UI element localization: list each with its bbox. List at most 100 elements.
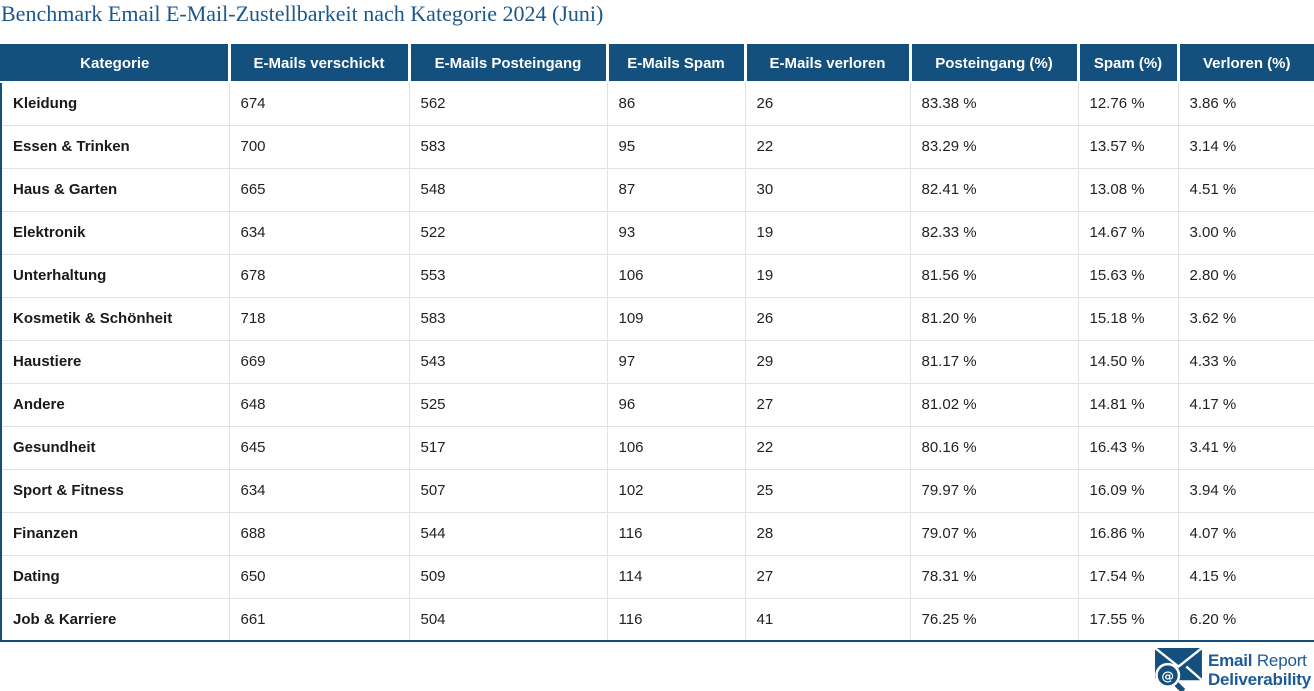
table-cell: 517 bbox=[409, 426, 608, 470]
table-cell: 3.00 % bbox=[1178, 211, 1314, 255]
table-header-row: Kategorie E-Mails verschickt E-Mails Poste… bbox=[1, 45, 1314, 83]
email-report-deliverability-logo: @ Email Report Deliverability bbox=[1153, 648, 1311, 691]
table-cell: 25 bbox=[745, 469, 911, 513]
table-cell: 81.02 % bbox=[910, 383, 1079, 427]
table-cell: 81.17 % bbox=[910, 340, 1079, 384]
table-cell: 17.55 % bbox=[1078, 598, 1179, 641]
table-cell: 97 bbox=[607, 340, 746, 384]
table-cell: 41 bbox=[745, 598, 911, 641]
row-category: Haus & Garten bbox=[1, 168, 230, 212]
column-header: Verloren (%) bbox=[1178, 45, 1314, 83]
row-category: Sport & Fitness bbox=[1, 469, 230, 513]
table-cell: 700 bbox=[229, 125, 410, 169]
table-cell: 83.29 % bbox=[910, 125, 1079, 169]
table-cell: 648 bbox=[229, 383, 410, 427]
row-category: Kleidung bbox=[1, 82, 230, 126]
table-cell: 80.16 % bbox=[910, 426, 1079, 470]
row-category: Job & Karriere bbox=[1, 598, 230, 641]
table-cell: 16.09 % bbox=[1078, 469, 1179, 513]
table-cell: 583 bbox=[409, 297, 608, 341]
row-category: Unterhaltung bbox=[1, 254, 230, 298]
table-row: Sport & Fitness 634 507 102 25 79.97 % 16.09 %… bbox=[1, 469, 1314, 513]
column-header: E-Mails Spam bbox=[607, 45, 747, 83]
table-row: Essen & Trinken 700 583 95 22 83.29 % 13.57 % 3… bbox=[1, 125, 1314, 169]
table-cell: 93 bbox=[607, 211, 746, 255]
table-row: Kleidung 674 562 86 26 83.38 % 12.76 % 3.86 % bbox=[1, 82, 1314, 126]
table-cell: 76.25 % bbox=[910, 598, 1079, 641]
table-row: Haus & Garten 665 548 87 30 82.41 % 13.08 % 4.5… bbox=[1, 168, 1314, 212]
row-category: Haustiere bbox=[1, 340, 230, 384]
table-cell: 102 bbox=[607, 469, 746, 513]
logo-line2: Deliverability bbox=[1207, 669, 1311, 689]
row-category: Gesundheit bbox=[1, 426, 230, 470]
table-cell: 3.62 % bbox=[1178, 297, 1314, 341]
table-cell: 3.14 % bbox=[1178, 125, 1314, 169]
table-cell: 678 bbox=[229, 254, 410, 298]
table-cell: 544 bbox=[409, 512, 608, 556]
table-cell: 650 bbox=[229, 555, 410, 599]
table-cell: 29 bbox=[745, 340, 911, 384]
table-cell: 28 bbox=[745, 512, 911, 556]
table-row: Finanzen 688 544 116 28 79.07 % 16.86 % 4.07 % bbox=[1, 512, 1314, 556]
table-row: Job & Karriere 661 504 116 41 76.25 % 17.55 % 6… bbox=[1, 598, 1314, 641]
table-cell: 6.20 % bbox=[1178, 598, 1314, 641]
table-cell: 19 bbox=[745, 254, 911, 298]
table-cell: 27 bbox=[745, 383, 911, 427]
table-cell: 4.17 % bbox=[1178, 383, 1314, 427]
table-cell: 30 bbox=[745, 168, 911, 212]
table-row: Kosmetik & Schönheit 718 583 109 26 81.20 % 15… bbox=[1, 297, 1314, 341]
table-cell: 14.50 % bbox=[1078, 340, 1179, 384]
table-cell: 114 bbox=[607, 555, 746, 599]
table-cell: 86 bbox=[607, 82, 746, 126]
table-cell: 95 bbox=[607, 125, 746, 169]
row-category: Andere bbox=[1, 383, 230, 427]
table-row: Andere 648 525 96 27 81.02 % 14.81 % 4.17 % bbox=[1, 383, 1314, 427]
table-cell: 81.20 % bbox=[910, 297, 1079, 341]
table-cell: 22 bbox=[745, 125, 911, 169]
table-cell: 2.80 % bbox=[1178, 254, 1314, 298]
table-cell: 106 bbox=[607, 426, 746, 470]
table-cell: 548 bbox=[409, 168, 608, 212]
table-cell: 504 bbox=[409, 598, 608, 641]
row-category: Dating bbox=[1, 555, 230, 599]
logo-line1-bold: Email bbox=[1207, 650, 1253, 670]
table-cell: 16.86 % bbox=[1078, 512, 1179, 556]
table-cell: 87 bbox=[607, 168, 746, 212]
table-body: Kleidung 674 562 86 26 83.38 % 12.76 % 3.86 % Es… bbox=[1, 82, 1314, 641]
table-cell: 13.57 % bbox=[1078, 125, 1179, 169]
table-cell: 96 bbox=[607, 383, 746, 427]
table-row: Haustiere 669 543 97 29 81.17 % 14.50 % 4.33 % bbox=[1, 340, 1314, 384]
table-cell: 78.31 % bbox=[910, 555, 1079, 599]
column-header: Posteingang (%) bbox=[910, 45, 1080, 83]
column-header: E-Mails Posteingang bbox=[409, 45, 609, 83]
table-cell: 82.41 % bbox=[910, 168, 1079, 212]
logo-line1-light: Report bbox=[1256, 650, 1307, 670]
table-cell: 15.18 % bbox=[1078, 297, 1179, 341]
table-cell: 4.15 % bbox=[1178, 555, 1314, 599]
table-cell: 522 bbox=[409, 211, 608, 255]
page-title: Benchmark Email E-Mail-Zustellbarkeit na… bbox=[1, 1, 604, 26]
table-cell: 26 bbox=[745, 297, 911, 341]
table-cell: 634 bbox=[229, 469, 410, 513]
table-cell: 525 bbox=[409, 383, 608, 427]
table-cell: 14.81 % bbox=[1078, 383, 1179, 427]
column-header: Spam (%) bbox=[1078, 45, 1180, 83]
table-cell: 665 bbox=[229, 168, 410, 212]
table-cell: 4.07 % bbox=[1178, 512, 1314, 556]
table-cell: 19 bbox=[745, 211, 911, 255]
table-cell: 83.38 % bbox=[910, 82, 1079, 126]
table-cell: 27 bbox=[745, 555, 911, 599]
table-cell: 14.67 % bbox=[1078, 211, 1179, 255]
table-cell: 82.33 % bbox=[910, 211, 1079, 255]
table-cell: 26 bbox=[745, 82, 911, 126]
table-cell: 81.56 % bbox=[910, 254, 1079, 298]
table-cell: 4.51 % bbox=[1178, 168, 1314, 212]
table-row: Dating 650 509 114 27 78.31 % 17.54 % 4.15 % bbox=[1, 555, 1314, 599]
column-header: E-Mails verloren bbox=[745, 45, 912, 83]
table-cell: 634 bbox=[229, 211, 410, 255]
table-cell: 15.63 % bbox=[1078, 254, 1179, 298]
table-cell: 718 bbox=[229, 297, 410, 341]
table-row: Elektronik 634 522 93 19 82.33 % 14.67 % 3.00 % bbox=[1, 211, 1314, 255]
table-cell: 645 bbox=[229, 426, 410, 470]
